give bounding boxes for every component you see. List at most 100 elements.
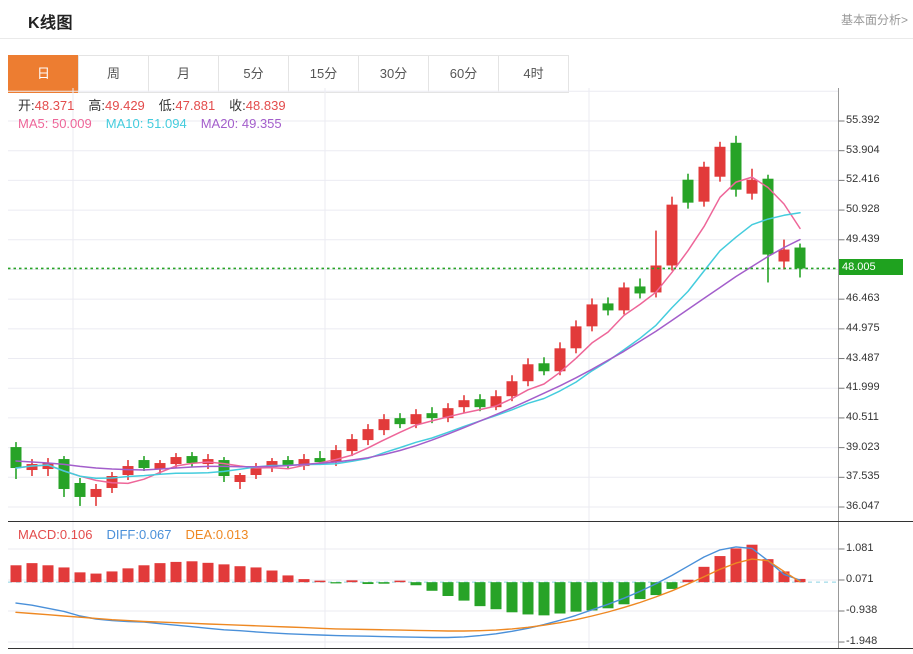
price-axis-label: 46.463 <box>846 292 880 305</box>
macd-histogram-bar <box>650 582 662 596</box>
period-tab-4[interactable]: 15分 <box>288 55 359 93</box>
price-axis-label: 41.999 <box>846 381 880 394</box>
macd-histogram-bar <box>10 565 22 583</box>
macd-histogram-bar <box>746 544 758 583</box>
macd-histogram-bar <box>170 561 182 583</box>
candle-body <box>282 460 294 466</box>
candle-body <box>74 482 86 497</box>
candle-body <box>26 464 38 471</box>
candle-body <box>410 414 422 425</box>
macd-histogram-bar <box>442 582 454 597</box>
macd-dea-value: 0.013 <box>215 527 249 542</box>
ma-ma10-value: 51.094 <box>146 116 187 131</box>
candle-body <box>778 249 790 262</box>
period-tab-5[interactable]: 30分 <box>358 55 429 93</box>
ma-ma10-label: MA10: <box>105 116 147 131</box>
ohlc-open-value: 48.371 <box>34 98 75 113</box>
candle-body <box>762 178 774 255</box>
candle-body <box>490 396 502 408</box>
macd-histogram-bar <box>618 582 630 605</box>
period-tab-0[interactable]: 日 <box>8 55 79 93</box>
price-axis-label: 52.416 <box>846 173 880 186</box>
ohlc-high-label: 高: <box>88 98 106 113</box>
candle-body <box>378 419 390 431</box>
macd-histogram-bar <box>570 582 582 612</box>
macd-histogram-bar <box>266 570 278 583</box>
candle-body <box>746 179 758 194</box>
macd-histogram-bar <box>410 582 422 586</box>
macd-histogram-bar <box>762 559 774 583</box>
macd-histogram-bar <box>682 579 694 583</box>
macd-axis-label: 0.071 <box>846 573 874 585</box>
candle-body <box>58 459 70 489</box>
period-tab-2[interactable]: 月 <box>148 55 219 93</box>
candle-body <box>586 304 598 327</box>
macd-macd: MACD:0.106 <box>18 527 92 542</box>
ohlc-row: 开:48.371 高:49.429 低:47.881 收:48.839 <box>18 95 300 114</box>
macd-diff-value: 0.067 <box>138 527 172 542</box>
ma-ma5: MA5: 50.009 <box>18 116 92 131</box>
period-tab-3[interactable]: 5分 <box>218 55 289 93</box>
candle-body <box>138 460 150 469</box>
price-axis-label: 53.904 <box>846 143 880 156</box>
candle-body <box>218 460 230 477</box>
candle-body <box>90 488 102 497</box>
macd-axis-label: 1.081 <box>846 541 874 554</box>
macd-histogram-bar <box>298 579 310 583</box>
ma10-line <box>15 212 801 480</box>
macd-histogram-bar <box>698 566 710 583</box>
candle-body <box>634 286 646 294</box>
price-axis-label: 37.535 <box>846 470 880 483</box>
price-axis-label: 44.975 <box>846 321 880 334</box>
macd-histogram-bar <box>90 573 102 583</box>
ohlc-low-value: 47.881 <box>175 98 216 113</box>
ohlc-close-label: 收: <box>229 98 246 113</box>
candle-body <box>122 466 134 476</box>
diff-line <box>15 546 801 639</box>
macd-dea: DEA:0.013 <box>185 527 248 542</box>
macd-histogram-bar <box>106 571 118 583</box>
fundamental-analysis-link[interactable]: 基本面分析> <box>840 13 908 27</box>
candle-body <box>730 142 742 190</box>
ohlc-open-label: 开: <box>18 98 35 113</box>
price-axis-label: 43.487 <box>846 351 880 364</box>
macd-histogram-bar <box>554 582 566 614</box>
macd-histogram-bar <box>506 582 518 613</box>
candle-body <box>474 399 486 408</box>
candle-body <box>602 303 614 311</box>
period-tab-1[interactable]: 周 <box>78 55 149 93</box>
macd-histogram-bar <box>42 565 54 583</box>
ma5-line <box>15 176 801 485</box>
macd-histogram-bar <box>58 567 70 583</box>
macd-histogram-bar <box>378 582 390 584</box>
period-tab-6[interactable]: 60分 <box>428 55 499 93</box>
candle-body <box>442 408 454 419</box>
ma20-line <box>15 238 801 471</box>
candle-body <box>362 429 374 441</box>
candle-body <box>234 475 246 482</box>
period-tab-7[interactable]: 4时 <box>498 55 569 93</box>
macd-histogram-bar <box>474 582 486 607</box>
macd-histogram-bar <box>250 567 262 583</box>
ma-row: MA5: 50.009 MA10: 51.094 MA20: 49.355 <box>18 116 296 131</box>
macd-histogram-bar <box>362 582 374 585</box>
candle-body <box>394 418 406 425</box>
ma-ma10: MA10: 51.094 <box>106 116 187 131</box>
macd-histogram-bar <box>522 582 534 615</box>
macd-histogram-bar <box>778 571 790 583</box>
candle-body <box>186 456 198 464</box>
ma-ma20-value: 49.355 <box>241 116 282 131</box>
candle-body <box>570 326 582 349</box>
candle-body <box>666 204 678 266</box>
ma-ma5-label: MA5: <box>18 116 52 131</box>
macd-histogram-bar <box>602 582 614 609</box>
candle-body <box>538 363 550 372</box>
candle-body <box>794 247 806 269</box>
macd-histogram-bar <box>538 582 550 616</box>
macd-histogram-bar <box>426 582 438 591</box>
period-tabs: 日周月 5分 15分 30分 60分 4时 <box>8 55 569 93</box>
candle-body <box>522 364 534 382</box>
macd-histogram-bar <box>586 582 598 611</box>
